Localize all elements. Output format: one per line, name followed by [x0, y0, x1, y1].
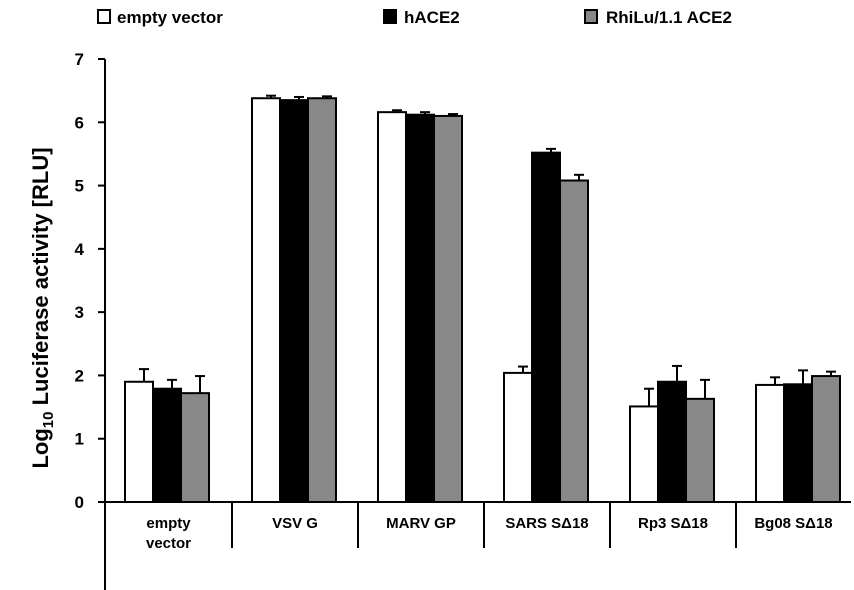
bar	[685, 397, 715, 504]
y-tick-label: 3	[75, 303, 84, 322]
legend-swatch-hace2	[383, 9, 397, 24]
bar	[657, 380, 687, 503]
legend: empty vector hACE2 RhiLu/1.1 ACE2	[97, 8, 732, 27]
y-tick-label: 5	[75, 177, 84, 196]
legend-swatch-rhilu-ace2	[584, 9, 598, 24]
bar	[251, 97, 281, 503]
bar	[503, 371, 533, 504]
bar	[405, 113, 435, 503]
legend-label-hace2: hACE2	[404, 8, 460, 27]
bar	[531, 151, 561, 503]
x-tick-label: empty	[146, 515, 191, 532]
bar	[811, 375, 841, 503]
x-tick-label: VSV G	[272, 515, 318, 532]
bar	[307, 97, 337, 503]
y-tick-label: 1	[75, 430, 84, 449]
bar	[629, 405, 659, 503]
x-tick-label: vector	[146, 535, 191, 552]
x-tick-label: Bg08 SΔ18	[754, 515, 832, 532]
legend-label-rhilu-ace2: RhiLu/1.1 ACE2	[606, 8, 732, 27]
y-tick-label: 2	[75, 366, 84, 385]
bar	[279, 99, 309, 503]
x-tick-label: Rp3 SΔ18	[638, 515, 708, 532]
y-tick-label: 7	[75, 50, 84, 69]
bar	[124, 380, 154, 503]
y-axis-title-log: Log	[28, 428, 53, 468]
bar	[180, 392, 210, 503]
bar	[377, 111, 407, 503]
y-tick-label: 0	[75, 493, 84, 512]
y-axis-title: Log10 Luciferase activity [RLU]	[28, 147, 57, 468]
bar	[152, 387, 182, 503]
y-axis-title-subscript: 10	[40, 412, 57, 429]
bar	[433, 114, 463, 503]
y-tick-label: 4	[75, 240, 85, 259]
bar	[783, 383, 813, 503]
bar	[559, 179, 589, 503]
bar	[755, 383, 785, 503]
x-tick-label: MARV GP	[386, 515, 456, 532]
y-axis-title-rest: Luciferase activity [RLU]	[28, 147, 53, 411]
legend-swatch-empty-vector	[97, 9, 111, 24]
plot-area: 0 1 2 3 4 5 6 7 empty vector VSV G MARV GP SARS SΔ18…	[75, 50, 851, 590]
legend-label-empty-vector: empty vector	[117, 8, 223, 27]
x-tick-label: SARS SΔ18	[505, 515, 588, 532]
y-tick-label: 6	[75, 113, 84, 132]
